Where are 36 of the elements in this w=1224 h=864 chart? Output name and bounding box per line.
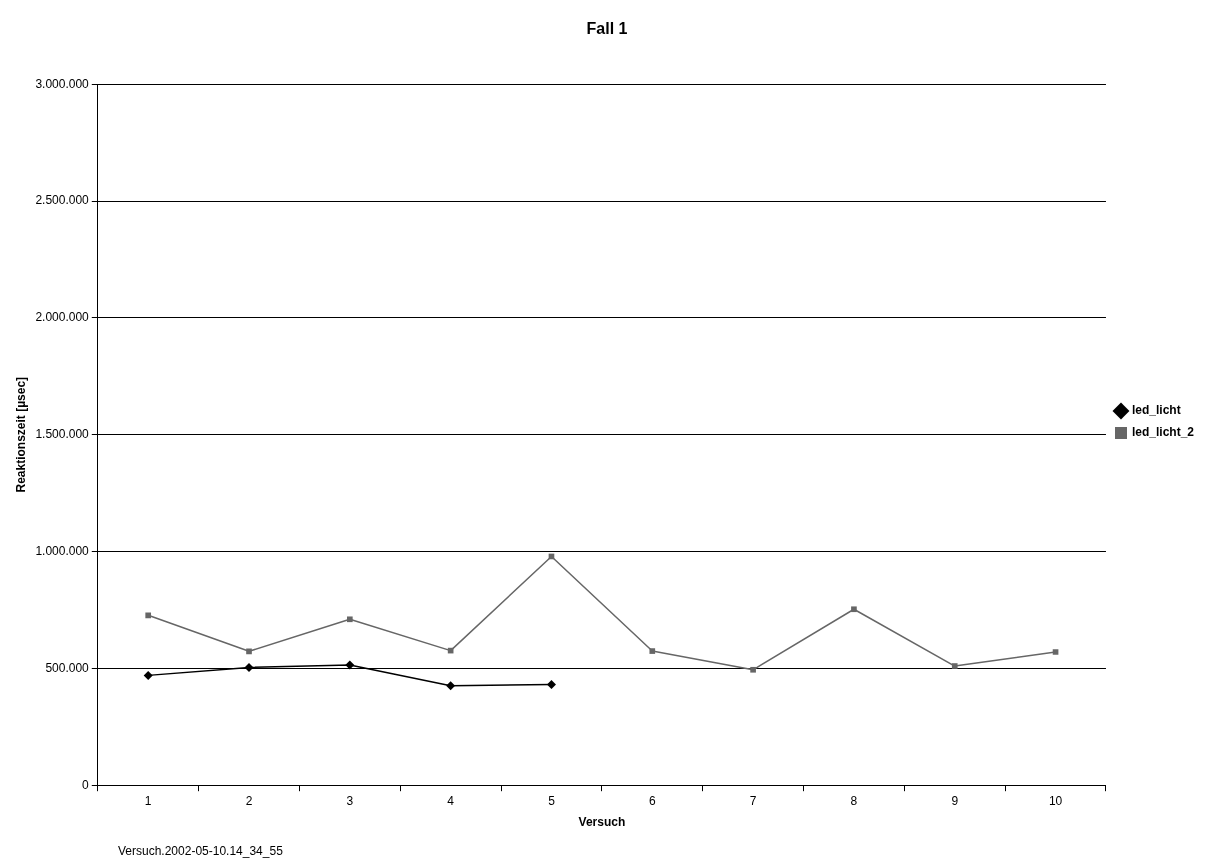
point bbox=[446, 681, 456, 691]
point bbox=[546, 679, 556, 689]
y-tick-label: 0 bbox=[82, 777, 90, 792]
point bbox=[244, 662, 254, 672]
point bbox=[951, 663, 958, 669]
x-tick-label: 7 bbox=[749, 793, 757, 808]
point bbox=[750, 666, 756, 673]
y-tick-label: 2.500.000 bbox=[35, 193, 90, 208]
x-tick-label: 6 bbox=[648, 793, 656, 808]
point bbox=[143, 670, 153, 680]
x-tick-label: 5 bbox=[548, 793, 556, 808]
point bbox=[246, 648, 252, 655]
x-tick-label: 10 bbox=[1048, 793, 1063, 808]
point bbox=[347, 616, 353, 623]
point bbox=[851, 606, 857, 613]
x-tick-label: 9 bbox=[951, 793, 959, 808]
y-axis-title: Reaktionszeit [µsec] bbox=[13, 376, 28, 493]
x-tick-label: 3 bbox=[346, 793, 354, 808]
x-tick-label: 4 bbox=[447, 793, 455, 808]
chart-title: Fall 1 bbox=[586, 20, 628, 38]
x-tick-label: 2 bbox=[245, 793, 253, 808]
point bbox=[1052, 649, 1059, 655]
point bbox=[345, 660, 355, 670]
y-tick-label: 500.000 bbox=[45, 660, 90, 675]
point bbox=[145, 612, 152, 619]
x-tick-label: 8 bbox=[850, 793, 858, 808]
y-tick-label: 1.500.000 bbox=[35, 427, 90, 442]
point bbox=[649, 648, 656, 654]
y-tick-label: 1.000.000 bbox=[35, 543, 90, 558]
x-tick-label: 1 bbox=[144, 793, 152, 808]
legend-label: led_licht_2 bbox=[1131, 425, 1195, 440]
y-tick-label: 3.000.000 bbox=[35, 76, 90, 91]
y-tick-label: 2.000.000 bbox=[35, 310, 90, 325]
legend-label: led_licht bbox=[1131, 403, 1181, 418]
text: Versuch.2002-05-10.14_34_55 bbox=[118, 844, 284, 859]
x-axis-title: Versuch bbox=[578, 815, 626, 830]
